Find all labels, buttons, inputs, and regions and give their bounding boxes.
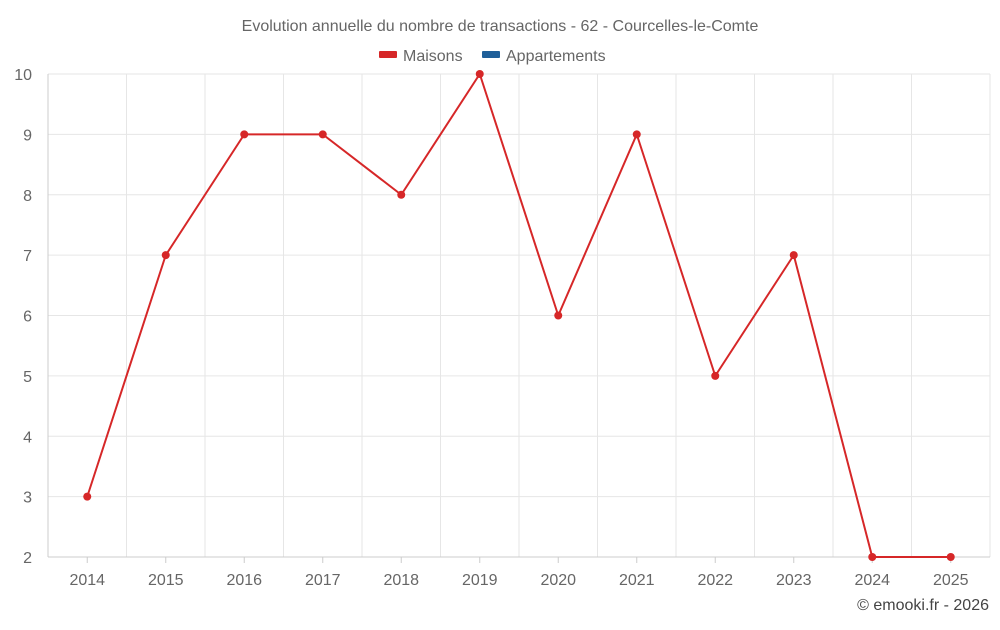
x-tick-label: 2019 [462, 572, 498, 589]
x-tick-label: 2020 [540, 572, 576, 589]
data-point[interactable] [397, 190, 406, 199]
legend: Maisons Appartements [379, 48, 606, 65]
y-tick-label: 9 [23, 127, 32, 144]
y-tick-label: 7 [23, 248, 32, 265]
x-tick-label: 2018 [383, 572, 419, 589]
data-point[interactable] [83, 492, 92, 501]
legend-item-maisons[interactable]: Maisons [379, 48, 463, 65]
series-line-maisons [86, 73, 951, 558]
data-point[interactable] [554, 311, 563, 320]
y-tick-label: 10 [14, 67, 32, 84]
data-point[interactable] [318, 130, 327, 139]
legend-swatch-maisons [379, 51, 397, 58]
data-point[interactable] [240, 130, 249, 139]
credit-text: © emooki.fr - 2026 [857, 597, 989, 614]
data-point[interactable] [632, 130, 641, 139]
x-tick-label: 2024 [854, 572, 890, 589]
x-tick-label: 2023 [776, 572, 812, 589]
x-tick-label: 2021 [619, 572, 655, 589]
legend-item-appartements[interactable]: Appartements [482, 48, 606, 65]
y-tick-label: 2 [23, 550, 32, 567]
chart-title: Evolution annuelle du nombre de transact… [242, 18, 759, 35]
series-maisons [83, 70, 955, 561]
legend-label-maisons: Maisons [403, 48, 463, 65]
grid [47, 73, 991, 558]
y-tick-label: 5 [23, 369, 32, 386]
data-point[interactable] [475, 70, 484, 78]
y-tick-label: 6 [23, 309, 32, 326]
axes: 2 3 4 5 6 7 8 9 10 2014 2015 2016 2017 2018 2019 2020 20… [14, 67, 990, 589]
x-tick-label: 2015 [148, 572, 184, 589]
x-tick-label: 2017 [305, 572, 341, 589]
y-tick-label: 4 [23, 429, 32, 446]
legend-label-appartements: Appartements [506, 48, 606, 65]
y-tick-label: 3 [23, 490, 32, 507]
x-tick-label: 2016 [226, 572, 262, 589]
legend-swatch-appartements [482, 51, 500, 58]
x-tick-label: 2025 [933, 572, 969, 589]
data-point[interactable] [946, 553, 955, 561]
x-tick-label: 2022 [697, 572, 733, 589]
data-point[interactable] [711, 371, 720, 380]
data-point[interactable] [868, 553, 877, 561]
series-layer [83, 70, 955, 561]
data-point[interactable] [161, 251, 170, 260]
y-tick-label: 8 [23, 188, 32, 205]
x-tick-label: 2014 [69, 572, 105, 589]
data-point[interactable] [789, 251, 798, 260]
